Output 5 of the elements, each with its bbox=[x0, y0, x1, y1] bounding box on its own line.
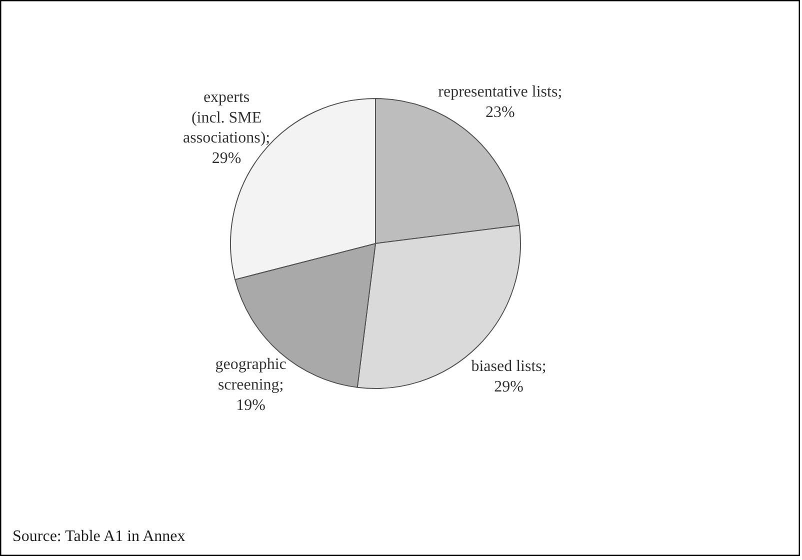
slice-label: experts (incl. SME associations); 29% bbox=[183, 88, 270, 168]
slice-label: representative lists; 23% bbox=[438, 83, 562, 121]
source-note: Source: Table A1 in Annex bbox=[12, 528, 186, 545]
slice-label: biased lists; 29% bbox=[471, 358, 546, 396]
slice-label: geographic screening; 19% bbox=[215, 356, 286, 414]
